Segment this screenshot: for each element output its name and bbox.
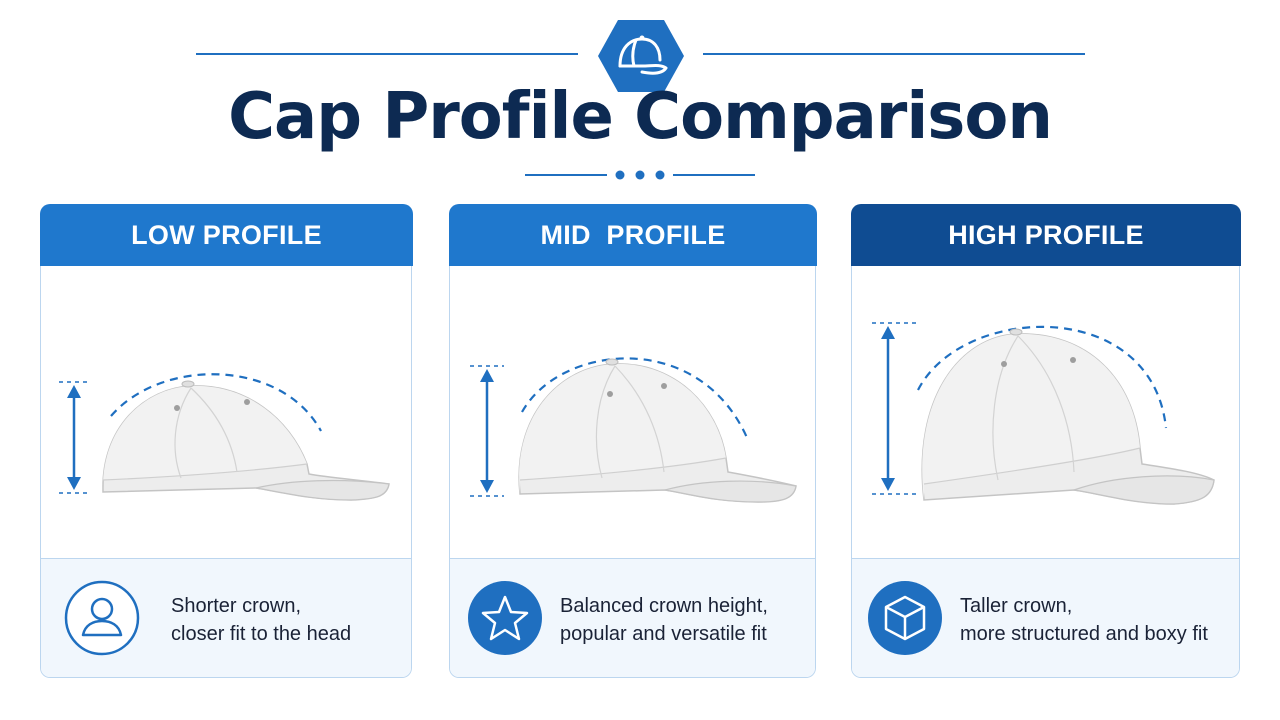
description-line: popular and versatile fit <box>560 623 767 645</box>
title-divider <box>525 170 755 180</box>
description-line: more structured and boxy fit <box>960 623 1208 645</box>
description-panel: Taller crown, more structured and boxy f… <box>852 558 1239 677</box>
card-tab: LOW PROFILE <box>40 204 413 266</box>
description-text: Taller crown, more structured and boxy f… <box>960 592 1208 648</box>
crown-arc <box>521 357 750 441</box>
card-low-profile: LOW PROFILE <box>40 204 413 678</box>
card-tab: HIGH PROFILE <box>851 204 1241 266</box>
cap-icon <box>598 20 684 92</box>
description-text: Balanced crown height, popular and versa… <box>560 592 768 648</box>
card-body: Balanced crown height, popular and versa… <box>449 266 816 678</box>
description-panel: Shorter crown, closer fit to the head <box>41 558 411 677</box>
card-mid-profile: MID PROFILE <box>449 204 817 678</box>
card-high-profile: HIGH PROFILE <box>851 204 1241 678</box>
cube-icon <box>868 581 942 655</box>
cap-mid <box>518 358 797 503</box>
description-text: Shorter crown, closer fit to the head <box>171 592 351 648</box>
crown-arc <box>917 325 1168 429</box>
card-tab: MID PROFILE <box>449 204 817 266</box>
header-rule-right <box>703 53 1085 55</box>
description-line: Balanced crown height, <box>560 595 768 617</box>
description-panel: Balanced crown height, popular and versa… <box>450 558 815 677</box>
page-title: Cap Profile Comparison <box>228 80 1053 154</box>
height-indicator <box>59 381 91 494</box>
card-body: Shorter crown, closer fit to the head <box>40 266 412 678</box>
card-body: Taller crown, more structured and boxy f… <box>851 266 1240 678</box>
cap-high <box>921 328 1215 505</box>
cap-illustration <box>41 266 411 558</box>
description-line: Shorter crown, <box>171 595 302 617</box>
height-indicator <box>470 365 504 497</box>
cap-illustration <box>852 266 1239 558</box>
cap-illustration <box>450 266 815 558</box>
description-line: Taller crown, <box>960 595 1073 617</box>
cap-low <box>102 380 390 501</box>
header: Cap Profile Comparison <box>0 0 1280 200</box>
height-indicator <box>872 322 920 495</box>
user-icon <box>64 580 140 656</box>
crown-arc <box>110 373 322 432</box>
star-icon <box>468 581 542 655</box>
description-line: closer fit to the head <box>171 623 352 645</box>
header-rule-left <box>196 53 578 55</box>
